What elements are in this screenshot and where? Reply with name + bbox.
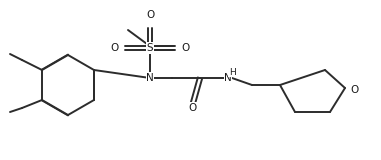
Text: S: S <box>147 43 153 53</box>
Text: O: O <box>146 10 154 20</box>
Text: N: N <box>224 73 232 83</box>
Text: O: O <box>350 85 358 95</box>
Text: O: O <box>181 43 189 53</box>
Text: O: O <box>111 43 119 53</box>
Text: O: O <box>188 103 196 113</box>
Text: N: N <box>146 73 154 83</box>
Text: O: O <box>181 43 189 53</box>
Text: H: H <box>229 68 235 76</box>
